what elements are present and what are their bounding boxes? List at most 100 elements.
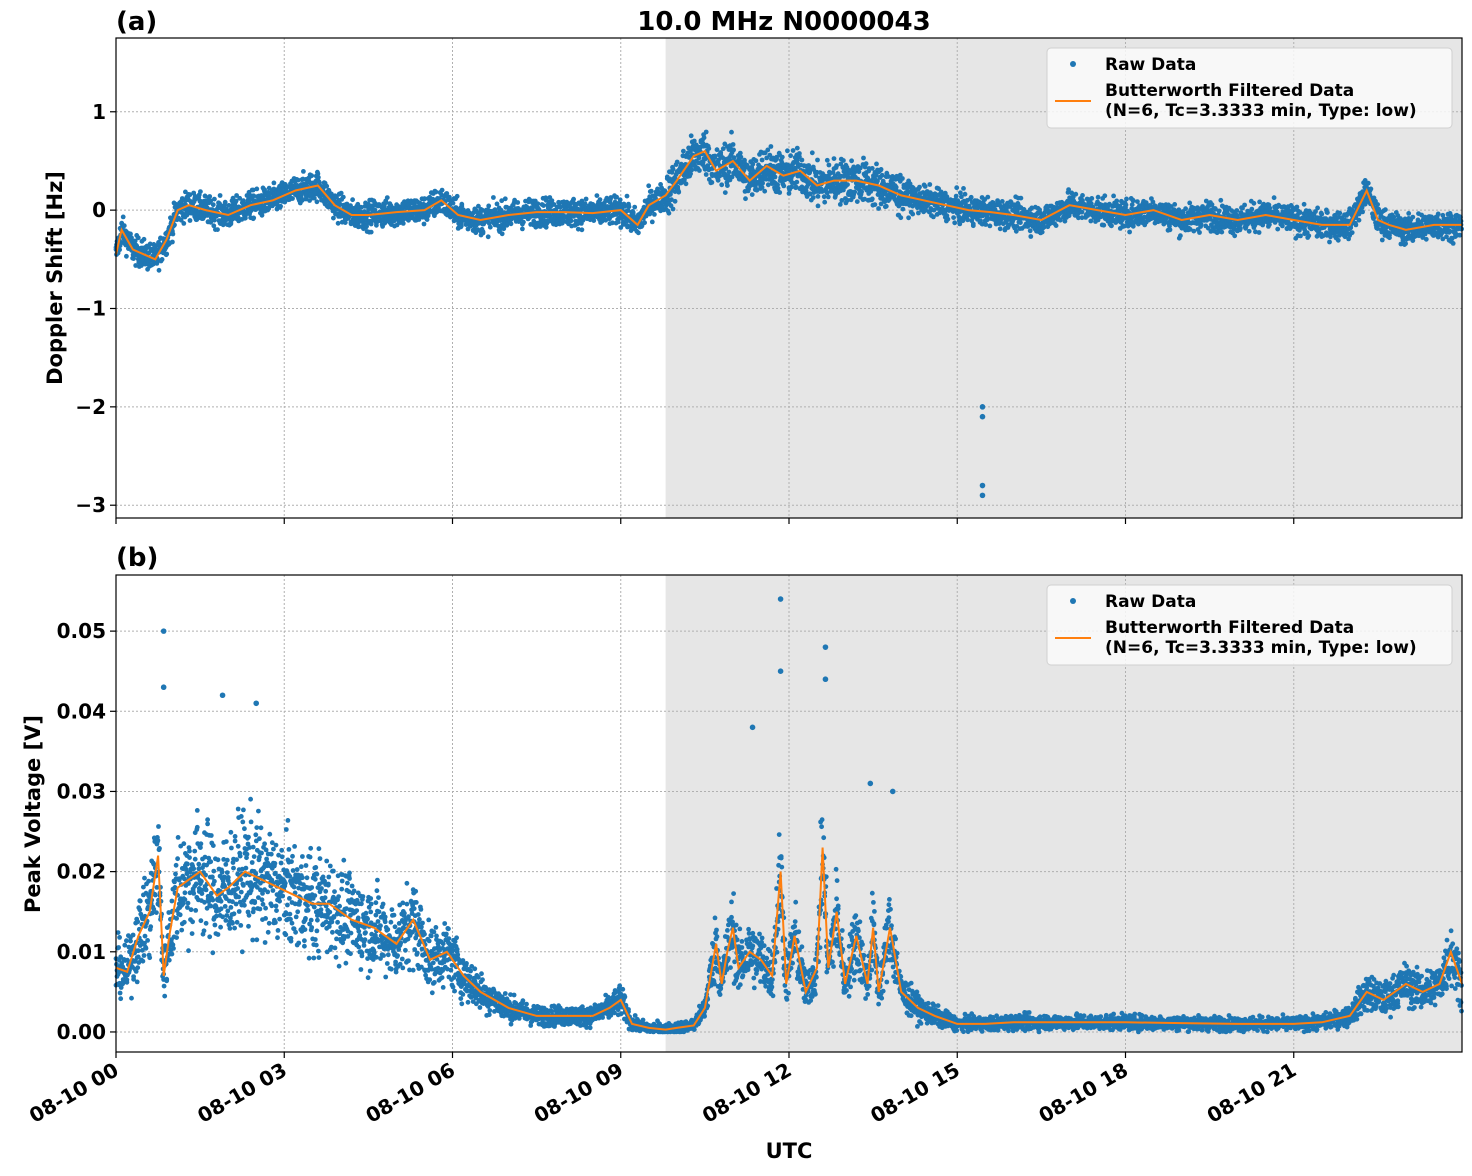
raw-data-point bbox=[171, 232, 176, 237]
raw-data-point bbox=[198, 189, 203, 194]
raw-data-point bbox=[618, 197, 623, 202]
raw-data-point bbox=[723, 190, 728, 195]
raw-data-point bbox=[667, 211, 672, 216]
raw-data-point bbox=[965, 217, 970, 222]
raw-data-point bbox=[985, 195, 990, 200]
raw-data-point bbox=[855, 199, 860, 204]
raw-data-point bbox=[754, 158, 759, 163]
raw-data-point bbox=[440, 188, 445, 193]
raw-data-point bbox=[849, 158, 854, 163]
raw-data-point bbox=[673, 199, 678, 204]
raw-data-point bbox=[816, 204, 821, 209]
raw-data-point bbox=[676, 190, 681, 195]
raw-data-point bbox=[315, 199, 320, 204]
raw-data-point bbox=[459, 224, 464, 229]
raw-data-point bbox=[1325, 210, 1330, 215]
raw-data-point bbox=[649, 189, 654, 194]
raw-data-point bbox=[401, 221, 406, 226]
raw-data-point bbox=[859, 189, 864, 194]
raw-data-point bbox=[1168, 227, 1173, 232]
raw-data-point bbox=[218, 193, 223, 198]
raw-data-point bbox=[671, 167, 676, 172]
raw-data-point bbox=[1109, 223, 1114, 228]
raw-data-point bbox=[316, 175, 321, 180]
raw-data-point bbox=[459, 202, 464, 207]
raw-data-point bbox=[710, 180, 715, 185]
raw-data-point bbox=[910, 212, 915, 217]
raw-data-point bbox=[900, 176, 905, 181]
raw-data-point bbox=[1080, 210, 1085, 215]
raw-data-point bbox=[636, 230, 641, 235]
raw-data-point bbox=[385, 195, 390, 200]
raw-data-point bbox=[1383, 207, 1388, 212]
raw-data-point bbox=[716, 178, 721, 183]
raw-data-point bbox=[704, 130, 709, 135]
raw-data-point bbox=[1295, 205, 1300, 210]
raw-data-point bbox=[160, 257, 165, 262]
raw-data-point bbox=[988, 224, 993, 229]
raw-data-point bbox=[879, 167, 884, 172]
raw-data-point bbox=[1018, 220, 1023, 225]
raw-data-point bbox=[762, 189, 767, 194]
raw-data-point bbox=[515, 200, 520, 205]
raw-data-point bbox=[901, 207, 906, 212]
raw-data-point bbox=[1336, 238, 1341, 243]
panel-a-y-axis-label: Doppler Shift [Hz] bbox=[43, 171, 67, 385]
raw-data-point bbox=[743, 196, 748, 201]
raw-data-point bbox=[164, 252, 169, 257]
raw-data-point bbox=[1127, 230, 1132, 235]
raw-data-point bbox=[157, 268, 162, 273]
raw-data-point bbox=[455, 194, 460, 199]
raw-data-point bbox=[1272, 195, 1277, 200]
raw-data-point bbox=[584, 197, 589, 202]
x-axis-label: UTC bbox=[766, 1139, 813, 1163]
panel-a-label: (a) bbox=[116, 7, 157, 37]
raw-data-point bbox=[969, 195, 974, 200]
raw-data-point bbox=[785, 148, 790, 153]
raw-data-point bbox=[725, 183, 730, 188]
raw-data-point bbox=[170, 240, 175, 245]
raw-data-point bbox=[1191, 229, 1196, 234]
raw-data-point bbox=[769, 144, 774, 149]
raw-data-point bbox=[1366, 181, 1371, 186]
raw-data-point bbox=[827, 163, 832, 168]
raw-data-point bbox=[1067, 213, 1072, 218]
raw-data-point bbox=[212, 197, 217, 202]
raw-data-point bbox=[486, 234, 491, 239]
raw-data-point bbox=[719, 182, 724, 187]
raw-data-point bbox=[336, 221, 341, 226]
raw-data-point bbox=[874, 162, 879, 167]
raw-data-point bbox=[702, 135, 707, 140]
raw-data-point bbox=[697, 168, 702, 173]
raw-data-point bbox=[873, 202, 878, 207]
raw-data-point bbox=[729, 130, 734, 135]
raw-data-point bbox=[1028, 234, 1033, 239]
raw-data-point bbox=[815, 158, 820, 163]
raw-data-point bbox=[1124, 203, 1129, 208]
raw-data-point bbox=[503, 196, 508, 201]
raw-data-point bbox=[122, 223, 127, 228]
panel-b-label: (b) bbox=[116, 543, 158, 573]
raw-data-point bbox=[1337, 211, 1342, 216]
raw-data-point bbox=[946, 217, 951, 222]
raw-data-point bbox=[717, 174, 722, 179]
chart-title: 10.0 MHz N0000043 bbox=[637, 7, 930, 37]
raw-data-point bbox=[961, 186, 966, 191]
raw-data-point bbox=[1234, 208, 1239, 213]
raw-data-point bbox=[727, 170, 732, 175]
raw-data-point bbox=[1257, 230, 1262, 235]
raw-data-point bbox=[1302, 202, 1307, 207]
raw-data-point bbox=[488, 225, 493, 230]
raw-data-point bbox=[520, 227, 525, 232]
raw-data-point bbox=[898, 215, 903, 220]
raw-data-point bbox=[750, 192, 755, 197]
raw-data-point bbox=[309, 173, 314, 178]
raw-data-point bbox=[1380, 238, 1385, 243]
raw-data-point bbox=[136, 235, 141, 240]
raw-data-point bbox=[369, 230, 374, 235]
raw-data-point bbox=[1217, 209, 1222, 214]
raw-data-point bbox=[188, 218, 193, 223]
raw-data-point bbox=[681, 149, 686, 154]
